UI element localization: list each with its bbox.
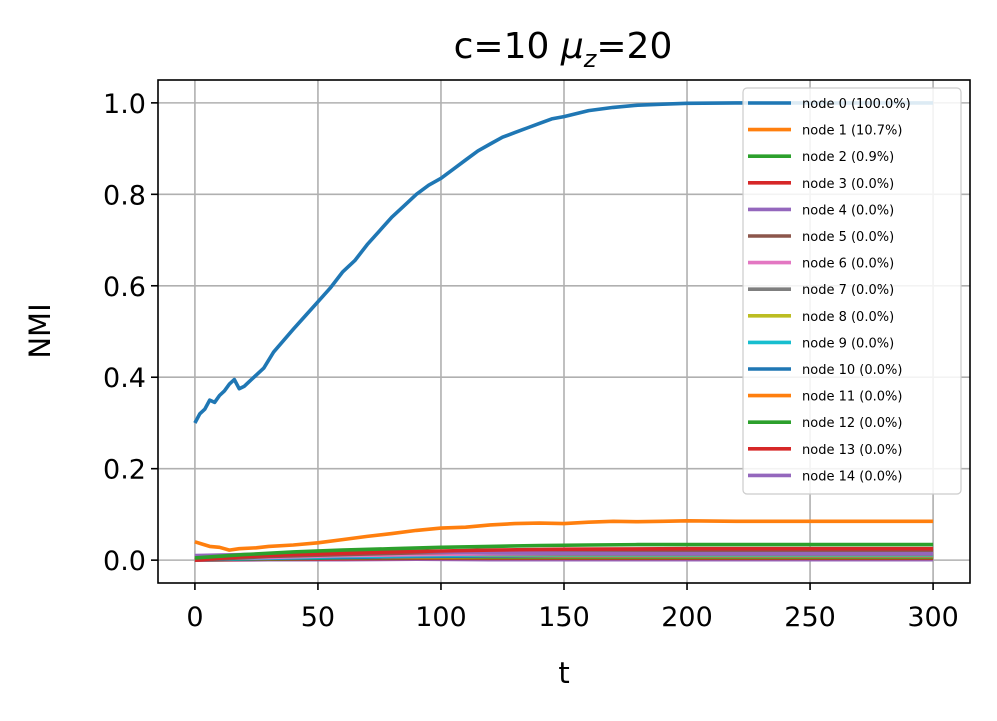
legend-entry: node 12 (0.0%) xyxy=(802,416,902,431)
legend-box xyxy=(742,87,962,495)
legend-entry: node 2 (0.9%) xyxy=(802,150,894,165)
x-tick-label: 300 xyxy=(907,602,959,633)
legend-entry: node 9 (0.0%) xyxy=(802,336,894,351)
x-tick-label: 250 xyxy=(784,602,836,633)
legend-entry: node 1 (10.7%) xyxy=(802,124,902,139)
x-tick-label: 150 xyxy=(538,602,590,633)
x-tick-label: 0 xyxy=(186,602,203,633)
legend-entry: node 8 (0.0%) xyxy=(802,310,894,325)
legend-entry: node 0 (100.0%) xyxy=(802,97,911,112)
y-axis-label: NMI xyxy=(23,303,57,358)
legend-entry: node 4 (0.0%) xyxy=(802,203,894,218)
y-tick-label: 0.6 xyxy=(103,272,146,303)
axis-ticks: 0 50 100 150 200 250 300 0.0 0.2 0.4 0.6 0.8 1.0 xyxy=(103,89,959,633)
series-line xyxy=(193,101,934,424)
y-tick-label: 0.8 xyxy=(103,180,146,211)
series-lines xyxy=(193,101,934,562)
chart-title: c=10 μz=20 xyxy=(454,26,673,73)
legend: node 0 (100.0%) node 1 (10.7%) node 2 (0.9… xyxy=(742,87,962,495)
legend-entry: node 13 (0.0%) xyxy=(802,443,902,458)
series-line xyxy=(194,542,934,560)
legend-entry: node 14 (0.0%) xyxy=(802,469,902,484)
y-tick-label: 0.4 xyxy=(103,363,146,394)
x-tick-label: 50 xyxy=(301,602,335,633)
legend-entry: node 3 (0.0%) xyxy=(802,177,894,192)
legend-entry: node 11 (0.0%) xyxy=(802,390,902,405)
series-line xyxy=(194,519,934,552)
y-tick-label: 0.0 xyxy=(103,546,146,577)
y-tick-label: 0.2 xyxy=(103,455,146,486)
x-tick-label: 200 xyxy=(661,602,713,633)
legend-entry: node 6 (0.0%) xyxy=(802,257,894,272)
y-tick-label: 1.0 xyxy=(103,89,146,120)
legend-entry: node 5 (0.0%) xyxy=(802,230,894,245)
x-axis-label: t xyxy=(558,656,569,690)
legend-entry: node 7 (0.0%) xyxy=(802,283,894,298)
x-tick-label: 100 xyxy=(415,602,467,633)
legend-entry: node 10 (0.0%) xyxy=(802,363,902,378)
series-line xyxy=(194,546,934,562)
